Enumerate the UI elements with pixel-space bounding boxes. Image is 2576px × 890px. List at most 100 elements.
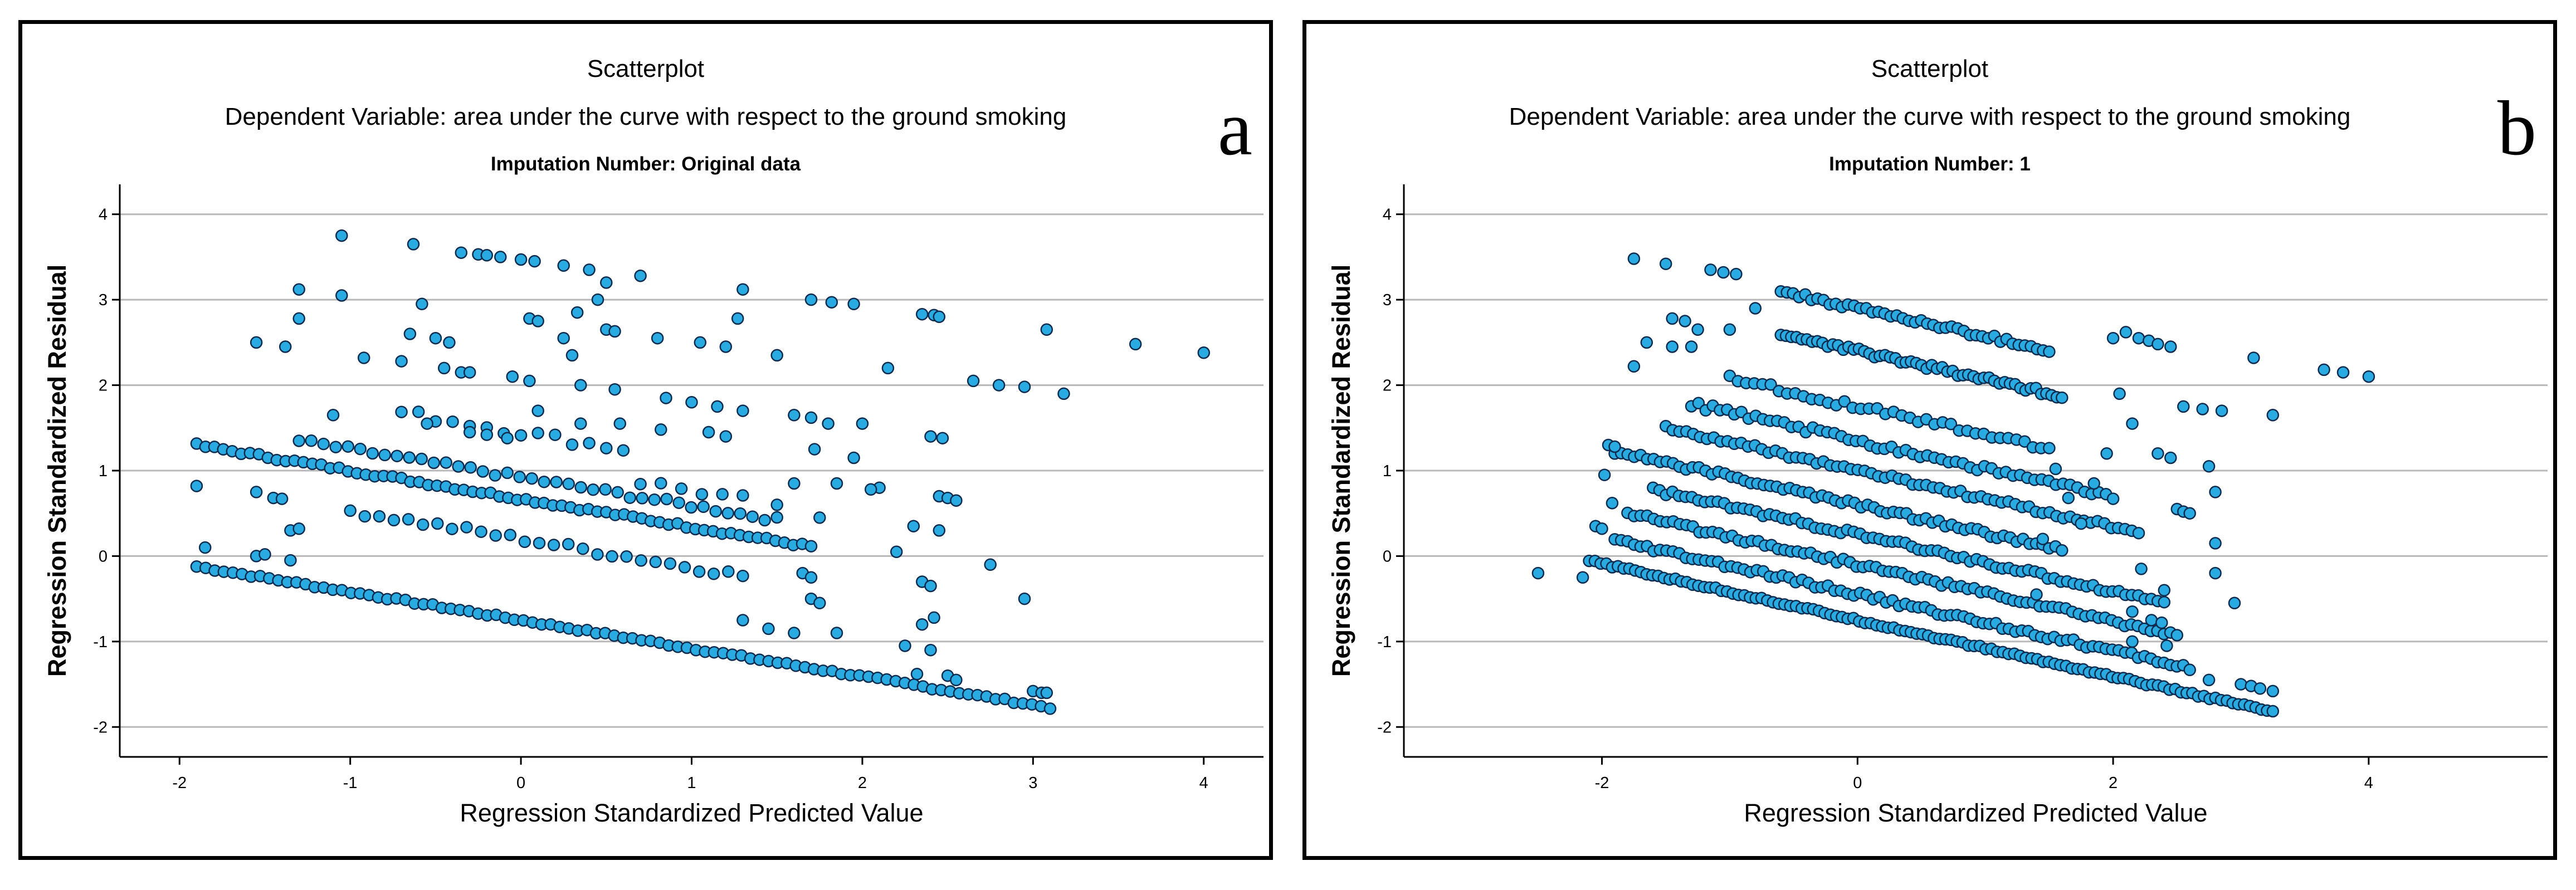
scatter-point bbox=[557, 259, 570, 272]
chart-imputation-label: Imputation Number: 1 bbox=[1829, 153, 2031, 175]
scatter-point bbox=[719, 430, 733, 443]
scatter-point bbox=[623, 491, 636, 504]
scatter-point bbox=[523, 374, 536, 388]
scatter-point bbox=[1057, 387, 1070, 400]
scatter-point bbox=[538, 475, 550, 488]
scatter-point bbox=[804, 411, 818, 424]
scatter-point bbox=[804, 540, 818, 552]
scatter-point bbox=[890, 545, 903, 559]
scatter-point bbox=[2126, 605, 2139, 618]
scatter-point bbox=[341, 440, 354, 453]
scatter-point bbox=[570, 306, 584, 319]
scatter-point bbox=[788, 627, 801, 639]
scatter-point bbox=[407, 238, 420, 251]
x-tick-label: 1 bbox=[687, 774, 696, 792]
scatter-point bbox=[395, 405, 408, 418]
scatter-point bbox=[655, 477, 667, 490]
scatter-point bbox=[1043, 702, 1057, 715]
scatter-point bbox=[2062, 491, 2075, 505]
scatter-point bbox=[531, 315, 544, 327]
scatter-point bbox=[489, 469, 501, 482]
scatter-point bbox=[279, 340, 292, 353]
scatter-point bbox=[357, 351, 370, 364]
scatter-point bbox=[928, 611, 940, 624]
scatter-point bbox=[2336, 366, 2350, 379]
scatter-point bbox=[565, 349, 579, 362]
scatter-point bbox=[736, 489, 749, 502]
scatter-point bbox=[1704, 263, 1717, 276]
scatter-point bbox=[2170, 629, 2184, 642]
scatter-point bbox=[936, 432, 949, 444]
scatter-point bbox=[924, 430, 937, 443]
scatter-point bbox=[651, 331, 664, 345]
scatter-point bbox=[685, 396, 698, 409]
scatter-point bbox=[2087, 477, 2100, 490]
scatter-point bbox=[504, 529, 517, 541]
scatter-point bbox=[562, 537, 575, 551]
scatter-point bbox=[475, 525, 487, 538]
scatter-point bbox=[305, 434, 318, 447]
scatter-point bbox=[378, 448, 391, 462]
scatter-point bbox=[770, 511, 783, 524]
scatter-point bbox=[557, 331, 570, 345]
scatter-point bbox=[1679, 315, 1691, 327]
scatter-point bbox=[692, 565, 706, 578]
scatter-point bbox=[608, 383, 621, 396]
y-tick-label: 1 bbox=[99, 462, 108, 480]
scatter-point bbox=[514, 253, 528, 266]
scatter-point bbox=[292, 312, 305, 325]
scatter-point bbox=[611, 486, 624, 499]
scatter-point bbox=[660, 492, 673, 506]
y-tick-label: 2 bbox=[1383, 377, 1392, 395]
scatter-point bbox=[830, 477, 843, 490]
scatter-point bbox=[2056, 391, 2068, 404]
scatter-point bbox=[2209, 566, 2222, 580]
scatter-point bbox=[2164, 340, 2177, 353]
scatter-point bbox=[591, 548, 604, 561]
scatter-point bbox=[2151, 447, 2164, 460]
scatter-point bbox=[709, 505, 722, 518]
scatter-point bbox=[2158, 584, 2171, 597]
scatter-point bbox=[455, 246, 468, 259]
scatter-point bbox=[416, 518, 430, 531]
scatter-point bbox=[1838, 395, 1851, 408]
scatter-point bbox=[634, 269, 647, 282]
scatter-point bbox=[1576, 571, 1589, 584]
y-tick-label: 3 bbox=[1383, 291, 1392, 309]
y-axis-label: Regression Standardized Residual bbox=[1327, 265, 1355, 677]
scatter-point bbox=[649, 555, 662, 569]
scatter-point bbox=[813, 596, 826, 610]
scatter-point bbox=[2183, 507, 2196, 520]
scatter-point bbox=[329, 441, 342, 453]
scatter-point bbox=[403, 451, 416, 464]
scatter-point bbox=[675, 482, 688, 495]
scatter-point bbox=[284, 554, 297, 567]
scatter-point bbox=[915, 307, 929, 321]
scatter-point bbox=[600, 276, 613, 289]
scatter-point bbox=[1040, 686, 1053, 700]
scatter-point bbox=[620, 550, 633, 563]
scatter-point bbox=[446, 522, 458, 535]
scatter-point bbox=[2145, 614, 2158, 627]
scatter-point bbox=[198, 541, 212, 554]
scatter-point bbox=[577, 542, 589, 555]
scatter-point bbox=[2151, 338, 2164, 351]
scatter-point bbox=[531, 427, 544, 439]
scatter-point bbox=[608, 325, 621, 338]
scatter-point bbox=[528, 255, 541, 268]
x-tick-label: 3 bbox=[1028, 774, 1037, 792]
scatter-point bbox=[1666, 340, 1679, 353]
scatter-point bbox=[1685, 340, 1698, 353]
scatter-point bbox=[634, 477, 647, 491]
chart-subtitle: Dependent Variable: area under the curve… bbox=[225, 103, 1067, 130]
scatter-point bbox=[550, 476, 563, 488]
scatter-point bbox=[2135, 563, 2148, 575]
scatter-point bbox=[494, 251, 507, 263]
scatter-point bbox=[881, 361, 895, 375]
scatter-point bbox=[2043, 442, 2056, 454]
scatter-point bbox=[731, 312, 744, 325]
scatter-point bbox=[950, 673, 963, 687]
scatter-point bbox=[660, 392, 672, 404]
x-tick-label: 0 bbox=[516, 774, 525, 792]
y-tick-label: 3 bbox=[99, 291, 108, 309]
